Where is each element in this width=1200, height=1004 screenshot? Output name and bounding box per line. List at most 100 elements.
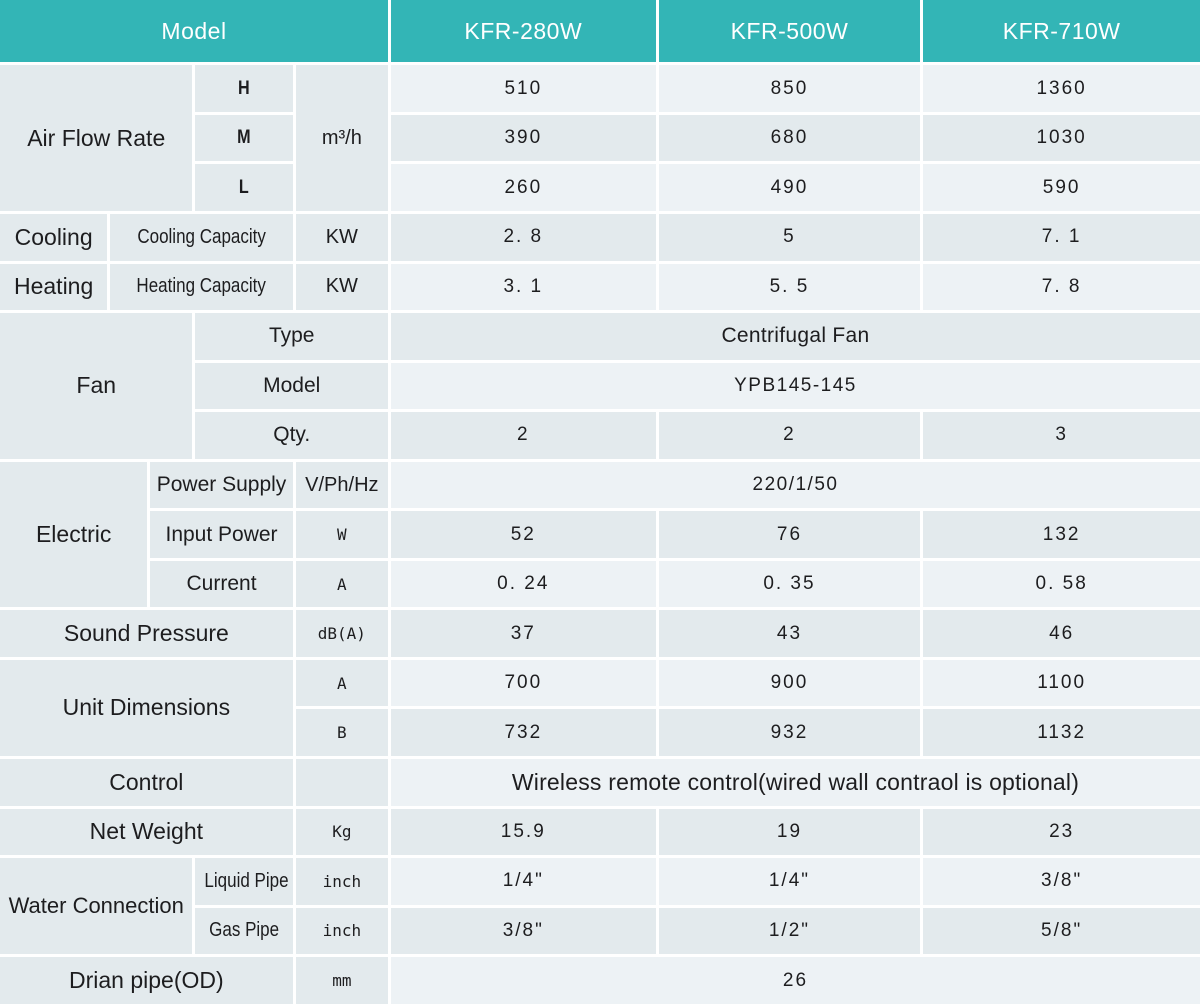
dim-b-500: 932 <box>655 706 924 760</box>
current-label: Current <box>147 557 296 611</box>
row-input-power: Input Power W 52 76 132 <box>0 508 1200 561</box>
water-connection-label: Water Connection <box>0 855 196 958</box>
liquid-710: 3/8" <box>920 855 1200 908</box>
current-unit: A <box>292 557 391 611</box>
header-row: Model KFR-280W KFR-500W KFR-710W <box>0 0 1200 66</box>
airflow-l-710: 590 <box>920 161 1200 215</box>
row-dimension-a: Unit Dimensions A 700 900 1100 <box>0 656 1200 760</box>
row-airflow-l: L 260 490 590 <box>0 161 1200 215</box>
airflow-l-500: 490 <box>655 161 924 215</box>
weight-710: 23 <box>920 805 1200 859</box>
drain-pipe-value: 26 <box>387 954 1200 1004</box>
heating-label: Heating <box>0 260 111 314</box>
row-fan-model: Model YPB145-145 <box>0 359 1200 413</box>
drain-pipe-label: Drian pipe(OD) <box>0 954 296 1004</box>
input-power-280: 52 <box>387 508 659 561</box>
gas-pipe-unit: inch <box>292 904 391 958</box>
row-airflow-h: Air Flow Rate H m³/h 510 850 1360 <box>0 62 1200 215</box>
cooling-label: Cooling <box>0 211 111 264</box>
fan-type-label: Type <box>192 310 391 363</box>
fan-qty-280: 2 <box>387 409 659 462</box>
cooling-500: 5 <box>655 211 924 264</box>
heating-280: 3. 1 <box>387 260 659 314</box>
dim-a-500: 900 <box>655 656 924 710</box>
heating-710: 7. 8 <box>920 260 1200 314</box>
drain-pipe-unit: mm <box>292 954 391 1004</box>
header-model-kfr500w: KFR-500W <box>655 0 924 66</box>
liquid-pipe-label: Liquid Pipe <box>192 855 296 908</box>
air-flow-unit: m³/h <box>292 62 391 215</box>
input-power-500: 76 <box>655 508 924 561</box>
cooling-unit: KW <box>292 211 391 264</box>
row-control: Control Wireless remote control(wired wa… <box>0 756 1200 809</box>
weight-500: 19 <box>655 805 924 859</box>
row-sound-pressure: Sound Pressure dB(A) 37 43 46 <box>0 607 1200 660</box>
air-flow-rate-label: Air Flow Rate <box>0 62 196 215</box>
net-weight-unit: Kg <box>292 805 391 859</box>
airflow-m-280: 390 <box>387 111 659 165</box>
airflow-m-710: 1030 <box>920 111 1200 165</box>
heating-capacity-label: Heating Capacity <box>107 260 296 314</box>
row-drain-pipe: Drian pipe(OD) mm 26 <box>0 954 1200 1004</box>
current-280: 0. 24 <box>387 557 659 611</box>
control-unit-empty <box>292 756 391 809</box>
airflow-m-500: 680 <box>655 111 924 165</box>
dim-b-710: 1132 <box>920 706 1200 760</box>
airflow-h-710: 1360 <box>920 62 1200 115</box>
fan-type-value: Centrifugal Fan <box>387 310 1200 363</box>
dim-a-710: 1100 <box>920 656 1200 710</box>
cooling-280: 2. 8 <box>387 211 659 264</box>
input-power-label: Input Power <box>147 508 296 561</box>
airflow-h-500: 850 <box>655 62 924 115</box>
liquid-500: 1/4" <box>655 855 924 908</box>
fan-qty-label: Qty. <box>192 409 391 462</box>
airflow-h-280: 510 <box>387 62 659 115</box>
row-dimension-b: B 732 932 1132 <box>0 706 1200 760</box>
dim-b-280: 732 <box>387 706 659 760</box>
row-airflow-m: M 390 680 1030 <box>0 111 1200 165</box>
input-power-710: 132 <box>920 508 1200 561</box>
liquid-280: 1/4" <box>387 855 659 908</box>
gas-280: 3/8" <box>387 904 659 958</box>
sound-pressure-label: Sound Pressure <box>0 607 296 660</box>
input-power-unit: W <box>292 508 391 561</box>
heating-500: 5. 5 <box>655 260 924 314</box>
current-500: 0. 35 <box>655 557 924 611</box>
row-fan-qty: Qty. 2 2 3 <box>0 409 1200 462</box>
sound-500: 43 <box>655 607 924 660</box>
fan-model-label: Model <box>192 359 391 413</box>
sound-710: 46 <box>920 607 1200 660</box>
net-weight-label: Net Weight <box>0 805 296 859</box>
dimension-b-label: B <box>292 706 391 760</box>
row-liquid-pipe: Water Connection Liquid Pipe inch 1/4" 1… <box>0 855 1200 958</box>
heating-unit: KW <box>292 260 391 314</box>
row-current: Current A 0. 24 0. 35 0. 58 <box>0 557 1200 611</box>
row-power-supply: Electric Power Supply V/Ph/Hz 220/1/50 <box>0 458 1200 611</box>
gas-pipe-label: Gas Pipe <box>192 904 296 958</box>
header-model-kfr280w: KFR-280W <box>387 0 659 66</box>
fan-qty-500: 2 <box>655 409 924 462</box>
control-label: Control <box>0 756 296 809</box>
fan-qty-710: 3 <box>920 409 1200 462</box>
header-model-label: Model <box>0 0 391 66</box>
cooling-capacity-label: Cooling Capacity <box>107 211 296 264</box>
airflow-l-280: 260 <box>387 161 659 215</box>
cooling-710: 7. 1 <box>920 211 1200 264</box>
current-710: 0. 58 <box>920 557 1200 611</box>
weight-280: 15.9 <box>387 805 659 859</box>
gas-500: 1/2" <box>655 904 924 958</box>
sound-280: 37 <box>387 607 659 660</box>
liquid-pipe-unit: inch <box>292 855 391 908</box>
dimension-a-label: A <box>292 656 391 710</box>
power-supply-label: Power Supply <box>147 458 296 512</box>
row-net-weight: Net Weight Kg 15.9 19 23 <box>0 805 1200 859</box>
dim-a-280: 700 <box>387 656 659 710</box>
row-gas-pipe: Gas Pipe inch 3/8" 1/2" 5/8" <box>0 904 1200 958</box>
control-value: Wireless remote control(wired wall contr… <box>387 756 1200 809</box>
power-supply-value: 220/1/50 <box>387 458 1200 512</box>
electric-label: Electric <box>0 458 151 611</box>
unit-dimensions-label: Unit Dimensions <box>0 656 296 760</box>
sound-pressure-unit: dB(A) <box>292 607 391 660</box>
